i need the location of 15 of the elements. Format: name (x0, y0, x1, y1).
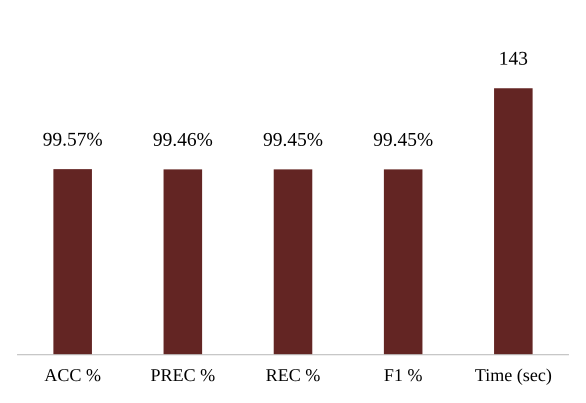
bar (164, 169, 202, 355)
bar (494, 88, 533, 355)
bar (384, 169, 422, 355)
x-tick-label: Time (sec) (475, 368, 552, 385)
x-tick-label: REC % (266, 369, 320, 382)
data-label: 99.45% (374, 132, 432, 146)
bar (53, 169, 92, 355)
x-tick-label: ACC % (44, 369, 100, 382)
x-tick-label: PREC % (150, 369, 215, 382)
data-label: 99.45% (264, 132, 322, 146)
data-label: 143 (500, 52, 528, 65)
bar (274, 169, 312, 355)
data-label: 99.46% (153, 132, 212, 146)
x-tick-label: F1 % (384, 369, 422, 382)
data-label: 99.57% (43, 132, 102, 146)
